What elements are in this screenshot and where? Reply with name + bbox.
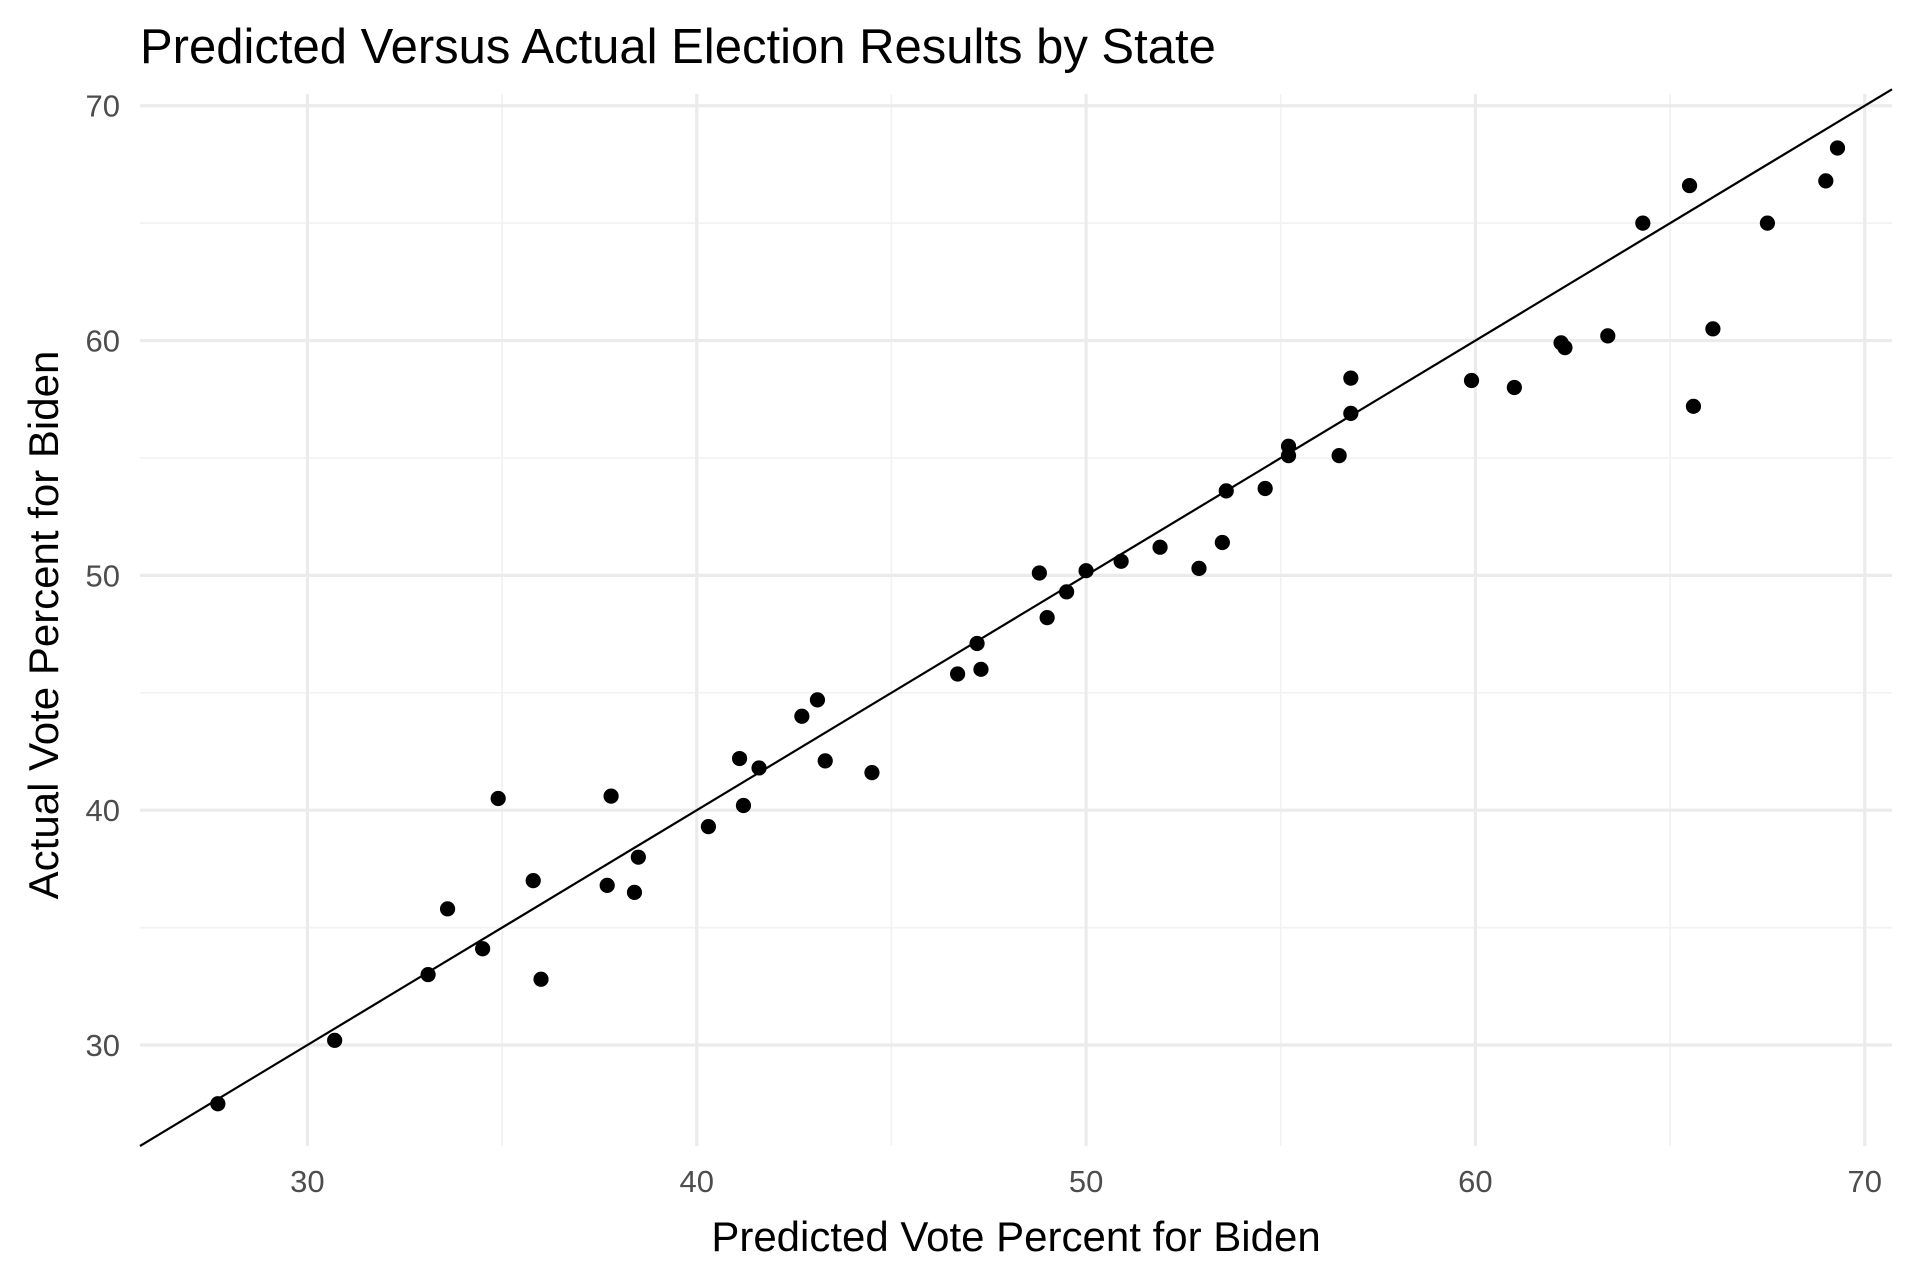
data-point: [1059, 584, 1075, 600]
data-point: [1280, 438, 1297, 454]
data-point: [973, 661, 989, 677]
data-point: [1078, 563, 1094, 579]
data-point: [599, 877, 615, 893]
data-point: [969, 635, 985, 652]
data-point: [1681, 177, 1698, 194]
data-point: [420, 966, 436, 983]
data-point: [327, 1032, 343, 1048]
data-point: [525, 873, 541, 889]
data-point: [700, 819, 717, 835]
y-axis-title: Actual Vote Percent for Biden: [20, 351, 67, 900]
x-tick-label: 50: [1069, 1164, 1103, 1199]
x-axis-title: Predicted Vote Percent for Biden: [711, 1213, 1320, 1260]
tick-labels: 30 40 50 60 70 30 40 50 60 70: [86, 89, 1882, 1199]
x-tick-label: 70: [1848, 1164, 1882, 1199]
data-point: [751, 760, 767, 776]
data-point: [794, 708, 810, 724]
data-point: [1463, 372, 1480, 389]
y-tick-label: 50: [86, 558, 120, 593]
data-point: [1191, 560, 1207, 576]
x-tick-label: 30: [290, 1164, 324, 1199]
y-tick-label: 60: [86, 324, 120, 359]
data-point: [439, 901, 456, 917]
data-point: [1214, 534, 1230, 551]
data-point: [630, 849, 646, 865]
data-point: [1257, 480, 1273, 497]
data-point: [533, 971, 549, 987]
data-point: [490, 790, 506, 807]
data-point: [1113, 553, 1129, 569]
data-point: [1152, 539, 1168, 555]
x-tick-label: 40: [680, 1164, 714, 1199]
chart-title: Predicted Versus Actual Election Results…: [140, 20, 1216, 74]
data-point: [1557, 340, 1573, 356]
data-point: [603, 788, 619, 804]
data-point: [1343, 405, 1359, 421]
data-point: [1331, 448, 1347, 464]
data-point: [1343, 370, 1359, 386]
x-tick-label: 60: [1458, 1164, 1492, 1199]
data-point: [1685, 398, 1702, 414]
data-point: [210, 1096, 226, 1112]
data-point: [626, 884, 643, 900]
grid: [140, 94, 1892, 1146]
data-point: [1031, 565, 1047, 581]
data-point: [1759, 215, 1776, 231]
data-point: [864, 765, 880, 781]
data-points: [210, 140, 1846, 1112]
data-point: [1218, 483, 1234, 499]
data-point: [817, 753, 833, 769]
y-tick-label: 70: [86, 89, 120, 124]
y-tick-label: 40: [86, 793, 120, 828]
data-point: [1829, 140, 1846, 156]
data-point: [1039, 610, 1055, 626]
data-point: [735, 797, 752, 814]
reference-line-layer: [139, 88, 1893, 1147]
data-point: [950, 666, 966, 682]
data-point: [1600, 328, 1616, 344]
data-point: [475, 941, 491, 957]
data-point: [809, 692, 826, 708]
data-point: [1635, 215, 1651, 231]
data-point: [1506, 379, 1522, 396]
data-point: [731, 750, 748, 767]
y-tick-label: 30: [86, 1028, 120, 1063]
reference-line-y-equals-x: [139, 88, 1893, 1147]
data-point: [1705, 321, 1721, 337]
data-point: [1818, 173, 1834, 189]
